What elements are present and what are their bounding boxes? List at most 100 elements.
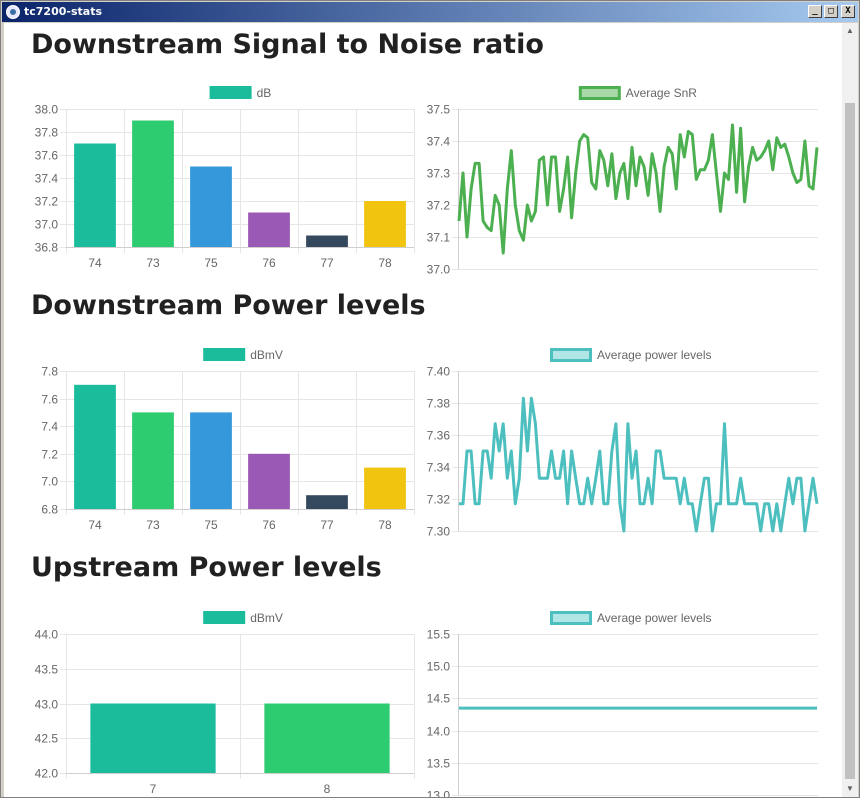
ds-power-bar-legend[interactable]: dBmV xyxy=(203,348,283,362)
ds-power-bar-svg: dBmV 6.8 7.0 7.2 7.4 7.6 7.8 74 73 75 76 77 78 xyxy=(41,348,415,532)
section-title-ds-power: Downstream Power levels xyxy=(31,290,426,321)
x-tick-label: 76 xyxy=(262,256,276,270)
y-tick-label: 37.0 xyxy=(427,263,451,277)
x-tick-label: 74 xyxy=(88,518,102,532)
ds-power-line-svg: Average power levels 7.30 7.32 7.34 7.36 7.38… xyxy=(427,348,819,539)
legend-label: Average power levels xyxy=(597,611,712,625)
chart-us-power-bar: dBmV 42.0 42.5 43.0 43.5 44.0 7 8 xyxy=(24,606,416,797)
y-tick-label: 37.6 xyxy=(35,149,59,163)
legend-swatch xyxy=(578,86,621,100)
x-tick-label: 75 xyxy=(204,518,218,532)
y-tick-label: 7.34 xyxy=(427,461,451,475)
y-tick-label: 7.8 xyxy=(41,365,58,379)
bar-75[interactable] xyxy=(190,166,232,248)
scroll-up-icon[interactable]: ▲ xyxy=(846,26,854,35)
y-tick-label: 37.2 xyxy=(427,199,451,213)
legend-label: dB xyxy=(257,86,272,100)
y-tick-label: 15.5 xyxy=(427,628,451,642)
x-tick-label: 76 xyxy=(262,518,276,532)
legend-label: Average power levels xyxy=(597,348,712,362)
close-button[interactable]: X xyxy=(841,5,855,18)
page-content: Downstream Signal to Noise ratio Downstr… xyxy=(4,23,842,797)
y-tick-label: 6.8 xyxy=(41,503,58,517)
y-tick-label: 37.4 xyxy=(427,135,451,149)
us-power-line-legend[interactable]: Average power levels xyxy=(550,611,712,625)
y-tick-label: 7.36 xyxy=(427,429,451,443)
window-title: tc7200-stats xyxy=(24,5,102,18)
y-tick-label: 7.40 xyxy=(427,365,451,379)
bar-76[interactable] xyxy=(248,453,290,509)
section-title-us-power: Upstream Power levels xyxy=(31,552,382,583)
app-icon xyxy=(6,5,20,19)
ds-snr-line-legend[interactable]: Average SnR xyxy=(578,86,697,100)
chart-ds-power-bar: dBmV 6.8 7.0 7.2 7.4 7.6 7.8 74 73 75 76 77 78 xyxy=(24,343,416,533)
legend-swatch xyxy=(203,348,246,361)
minimize-button[interactable]: _ xyxy=(808,5,822,18)
x-tick-label: 78 xyxy=(378,518,392,532)
y-tick-label: 37.3 xyxy=(427,167,451,181)
title-bar[interactable]: tc7200-stats _ □ X xyxy=(2,2,858,22)
bar-74[interactable] xyxy=(74,143,116,248)
bar-78[interactable] xyxy=(364,467,406,509)
x-tick-label: 73 xyxy=(146,256,160,270)
legend-swatch xyxy=(203,611,246,624)
series-line[interactable] xyxy=(457,123,819,255)
ds-power-line-legend[interactable]: Average power levels xyxy=(550,348,712,362)
y-tick-label: 7.30 xyxy=(427,525,451,539)
bar-8[interactable] xyxy=(264,703,390,774)
bar-73[interactable] xyxy=(132,412,174,509)
legend-label: dBmV xyxy=(250,611,283,625)
x-tick-label: 7 xyxy=(150,782,157,796)
y-tick-label: 37.0 xyxy=(35,218,59,232)
y-tick-label: 37.8 xyxy=(35,126,59,140)
bar-76[interactable] xyxy=(248,212,290,248)
maximize-button[interactable]: □ xyxy=(824,5,838,18)
scroll-down-icon[interactable]: ▼ xyxy=(846,784,854,793)
y-tick-label: 7.38 xyxy=(427,397,451,411)
us-power-bar-legend[interactable]: dBmV xyxy=(203,611,283,625)
scrollbar-thumb[interactable] xyxy=(845,103,855,779)
y-tick-label: 42.0 xyxy=(35,767,59,781)
y-tick-label: 7.2 xyxy=(41,448,58,462)
bar-77[interactable] xyxy=(306,235,348,248)
y-tick-label: 37.5 xyxy=(427,103,451,117)
bar-77[interactable] xyxy=(306,495,348,509)
legend-swatch xyxy=(550,348,592,362)
y-tick-label: 13.5 xyxy=(427,757,451,771)
chart-ds-snr-line: Average SnR 37.0 37.1 37.2 37.3 37.4 37.5 xyxy=(416,81,819,277)
x-tick-label: 78 xyxy=(378,256,392,270)
x-tick-label: 73 xyxy=(146,518,160,532)
y-tick-label: 7.6 xyxy=(41,393,58,407)
x-tick-label: 77 xyxy=(320,518,334,532)
y-tick-label: 44.0 xyxy=(35,628,59,642)
bar-75[interactable] xyxy=(190,412,232,509)
y-tick-label: 37.4 xyxy=(35,172,59,186)
ds-snr-line-svg: Average SnR 37.0 37.1 37.2 37.3 37.4 37.5 xyxy=(427,86,819,277)
chart-us-power-line: Average power levels 13.0 13.5 14.0 14.5 15.0… xyxy=(416,606,818,797)
vertical-scrollbar[interactable]: ▲ ▼ xyxy=(842,23,858,797)
y-tick-label: 14.0 xyxy=(427,725,451,739)
bar-73[interactable] xyxy=(132,120,174,248)
x-tick-label: 8 xyxy=(324,782,331,796)
y-tick-label: 37.2 xyxy=(35,195,59,209)
legend-swatch xyxy=(550,611,592,625)
y-tick-label: 14.5 xyxy=(427,692,451,706)
y-tick-label: 36.8 xyxy=(35,241,59,255)
legend-swatch xyxy=(209,86,252,99)
legend-label: dBmV xyxy=(250,348,283,362)
ds-snr-bar-legend[interactable]: dB xyxy=(209,86,272,100)
ds-snr-bar-svg: dB 36.8 37.0 37.2 37.4 37.6 37.8 38.0 74 73 75 76 77… xyxy=(35,86,415,270)
chart-ds-snr-bar: dB 36.8 37.0 37.2 37.4 37.6 37.8 38.0 74 73 75 76 77… xyxy=(24,81,416,271)
bar-78[interactable] xyxy=(364,201,406,247)
y-tick-label: 15.0 xyxy=(427,660,451,674)
bar-7[interactable] xyxy=(90,703,216,774)
y-tick-label: 7.4 xyxy=(41,420,58,434)
y-tick-label: 37.1 xyxy=(427,231,451,245)
series-line[interactable] xyxy=(459,396,819,533)
x-tick-label: 75 xyxy=(204,256,218,270)
bar-74[interactable] xyxy=(74,384,116,509)
y-tick-label: 43.0 xyxy=(35,698,59,712)
y-tick-label: 43.5 xyxy=(35,663,59,677)
y-tick-label: 42.5 xyxy=(35,732,59,746)
